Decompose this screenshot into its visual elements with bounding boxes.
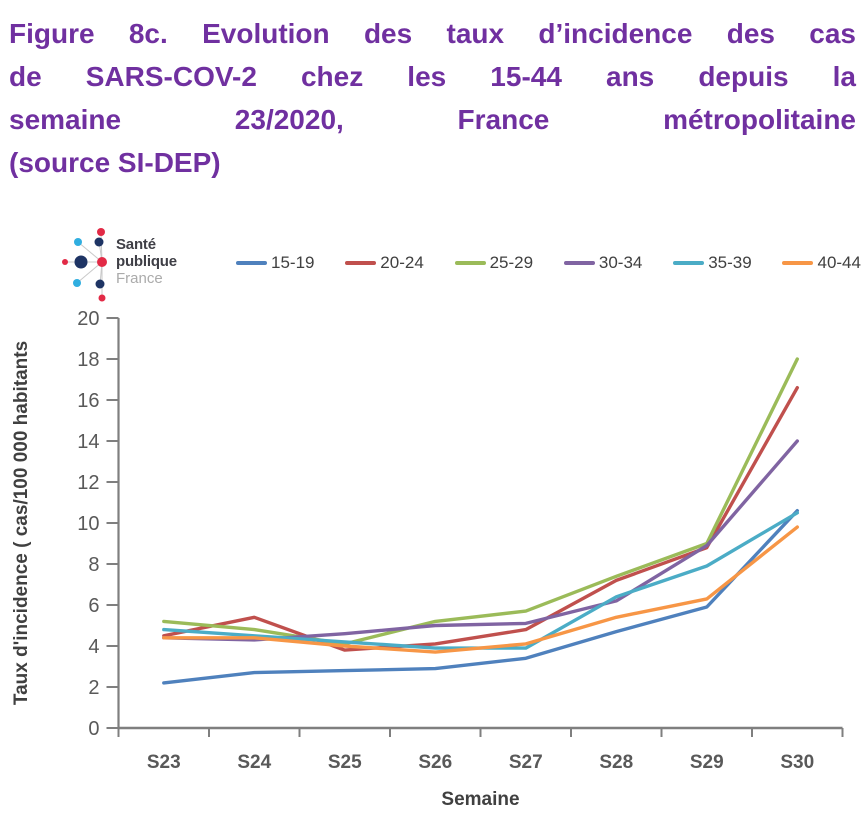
spf-logo-line2: publique xyxy=(116,252,177,270)
legend-item-35-39: 35-39 xyxy=(673,253,752,273)
x-tick-label: S23 xyxy=(147,752,181,773)
legend-line-swatch-40-44 xyxy=(782,261,814,265)
y-axis-title: Taux d'incidence ( cas/100 000 habitants xyxy=(11,341,32,705)
series-line-35-39 xyxy=(162,511,799,650)
y-tick-label: 20 xyxy=(77,308,99,330)
legend-label: 30-34 xyxy=(598,253,643,272)
y-tick-label: 12 xyxy=(77,472,99,494)
x-tick-label: S25 xyxy=(328,752,362,773)
incidence-line-chart: 0 2 4 6 8 10 12 14 16 18 20 S23 S24 S25 S26 S27 S28 S29 S3… xyxy=(0,305,865,819)
legend-item-40-44: 40-44 xyxy=(782,253,861,273)
y-tick-label: 16 xyxy=(77,390,99,412)
legend-line-swatch-15-19 xyxy=(236,261,267,265)
chart-legend: 15-19 20-24 25-29 30-34 35-39 40-44 xyxy=(230,253,865,273)
figure-title-line: de SARS-COV-2 chez les 15-44 ans depuis … xyxy=(9,61,856,92)
y-tick-label: 10 xyxy=(77,513,99,535)
sante-publique-france-logo: Santé publique France xyxy=(60,218,230,304)
spf-starburst-icon xyxy=(60,219,112,303)
figure-title-line: (source SI-DEP) xyxy=(9,147,221,178)
legend-label: 40-44 xyxy=(817,253,861,272)
legend-item-25-29: 25-29 xyxy=(454,253,534,273)
figure-title-line: Figure 8c. Evolution des taux d’incidenc… xyxy=(9,18,856,49)
series-line-25-29 xyxy=(162,357,799,646)
legend-line-swatch-20-24 xyxy=(345,261,377,265)
chart-header-row: Santé publique France 15-19 20-24 25-29 … xyxy=(0,218,865,304)
y-tick-label: 2 xyxy=(88,677,99,699)
chart-canvas: 0 2 4 6 8 10 12 14 16 18 20 S23 S24 S25 S26 S27 S28 S29 S3… xyxy=(11,308,844,810)
legend-item-30-34: 30-34 xyxy=(563,253,643,273)
y-tick-label: 0 xyxy=(88,718,99,740)
x-tick-label: S27 xyxy=(509,752,543,773)
series-line-15-19 xyxy=(162,508,799,685)
x-axis-title: Semaine xyxy=(441,789,519,810)
x-tick-label: S29 xyxy=(690,752,724,773)
spf-logo-line3: France xyxy=(116,269,163,287)
figure-title: Figure 8c. Evolution des taux d’incidenc… xyxy=(0,0,865,184)
y-tick-label: 18 xyxy=(77,349,99,371)
y-tick-label: 8 xyxy=(88,554,99,576)
legend-label: 35-39 xyxy=(708,253,752,272)
series-line-20-24 xyxy=(162,385,799,652)
y-tick-label: 6 xyxy=(88,595,99,617)
legend-label: 25-29 xyxy=(489,253,534,272)
x-tick-label: S24 xyxy=(237,752,271,773)
y-tick-label: 14 xyxy=(77,431,99,453)
legend-item-15-19: 15-19 xyxy=(236,253,314,273)
series-line-40-44 xyxy=(162,525,799,654)
x-tick-label: S26 xyxy=(418,752,452,773)
spf-logo-text: Santé publique France xyxy=(116,236,177,287)
legend-label: 20-24 xyxy=(380,253,424,272)
legend-line-swatch-30-34 xyxy=(563,261,595,265)
series-line-30-34 xyxy=(162,439,799,642)
y-tick-label: 4 xyxy=(88,636,99,658)
x-tick-label: S30 xyxy=(780,752,814,773)
legend-item-20-24: 20-24 xyxy=(345,253,424,273)
figure-title-line: semaine 23/2020, France métropolitaine xyxy=(9,104,856,135)
x-tick-label: S28 xyxy=(599,752,633,773)
legend-line-swatch-35-39 xyxy=(673,261,705,265)
legend-line-swatch-25-29 xyxy=(454,261,486,265)
legend-label: 15-19 xyxy=(271,253,315,272)
spf-logo-line1: Santé xyxy=(116,235,156,253)
